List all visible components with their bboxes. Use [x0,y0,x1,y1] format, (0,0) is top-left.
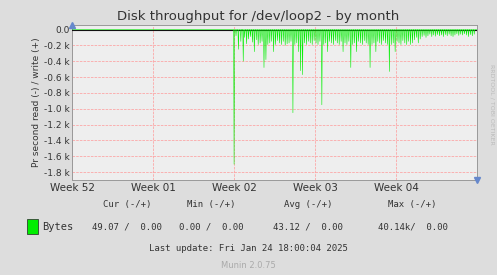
Text: Disk throughput for /dev/loop2 - by month: Disk throughput for /dev/loop2 - by mont… [117,10,400,23]
Text: Avg (-/+): Avg (-/+) [284,200,332,209]
Text: Max (-/+): Max (-/+) [388,200,437,209]
Text: Munin 2.0.75: Munin 2.0.75 [221,260,276,270]
Text: 40.14k/  0.00: 40.14k/ 0.00 [378,222,447,231]
Text: Cur (-/+): Cur (-/+) [102,200,151,209]
Text: 49.07 /  0.00: 49.07 / 0.00 [92,222,162,231]
Y-axis label: Pr second read (-) / write (+): Pr second read (-) / write (+) [32,38,41,167]
Text: 43.12 /  0.00: 43.12 / 0.00 [273,222,343,231]
Text: 0.00 /  0.00: 0.00 / 0.00 [179,222,244,231]
Text: Bytes: Bytes [42,222,74,232]
Text: Min (-/+): Min (-/+) [187,200,236,209]
Text: RRDTOOL / TOBI OETIKER: RRDTOOL / TOBI OETIKER [490,64,495,145]
Text: Last update: Fri Jan 24 18:00:04 2025: Last update: Fri Jan 24 18:00:04 2025 [149,244,348,253]
